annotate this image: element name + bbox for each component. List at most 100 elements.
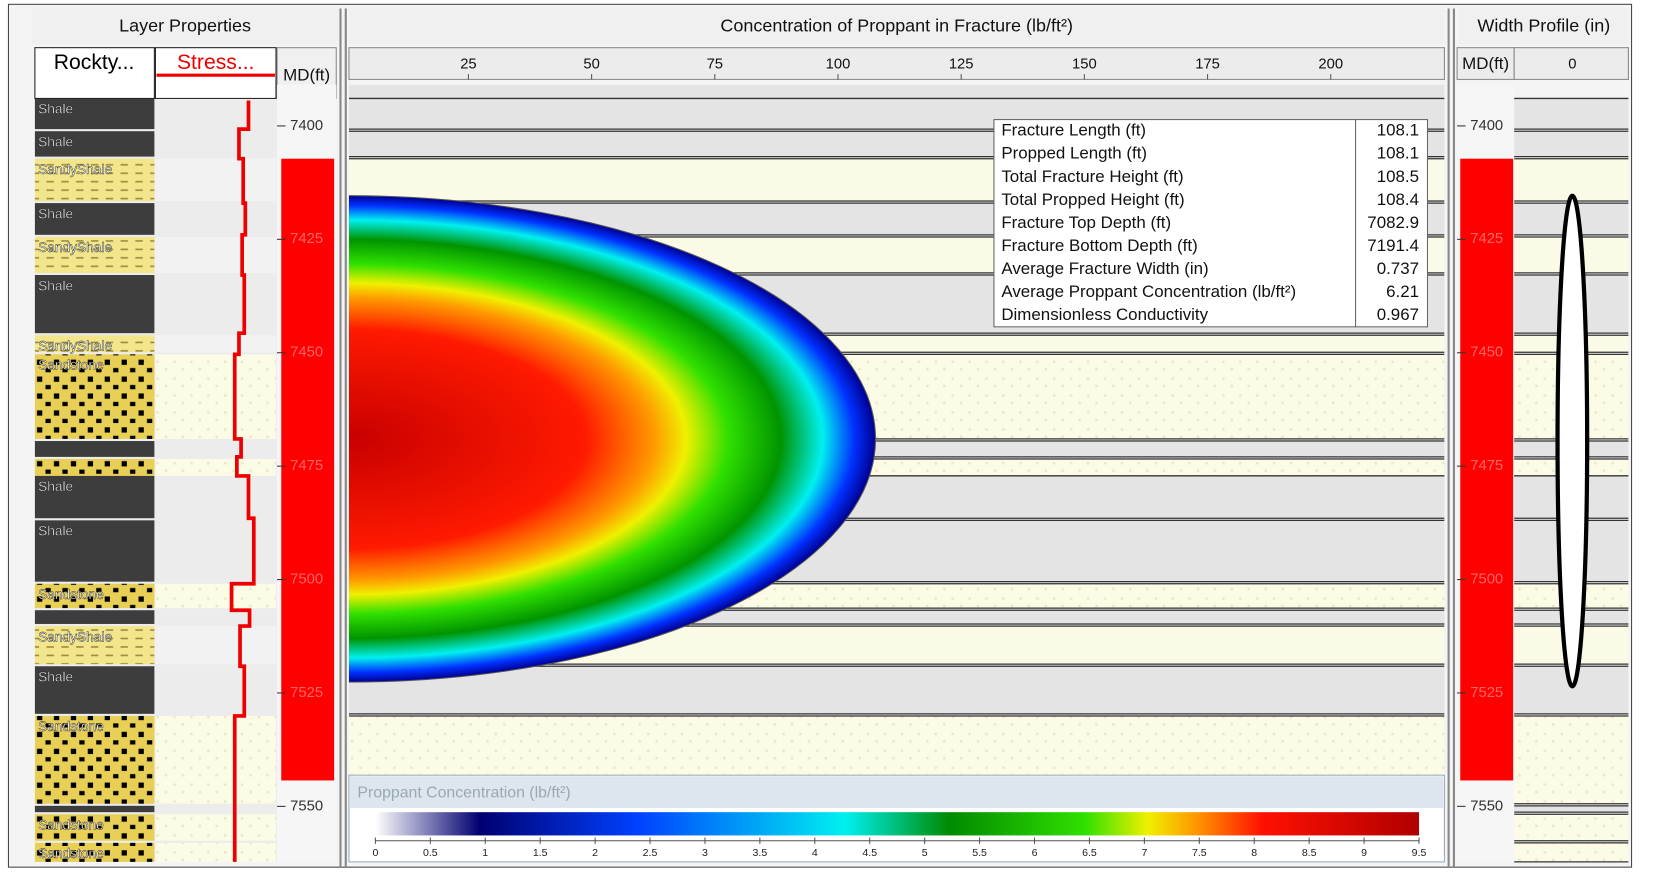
summary-value: 108.1 bbox=[1377, 121, 1419, 140]
stress-layer bbox=[155, 158, 276, 201]
depth-title: MD(ft) bbox=[1462, 54, 1509, 73]
stress-layer bbox=[155, 441, 276, 457]
depth-tick-label: 7550 bbox=[290, 798, 323, 814]
stress-layer bbox=[155, 610, 276, 624]
rock-layer bbox=[34, 158, 155, 201]
layer-column: Shale Shale SandyShale Shale SandyShale Shale… bbox=[34, 84, 278, 862]
depth-tick-label: 7400 bbox=[290, 118, 323, 134]
x-tick-label: 100 bbox=[826, 57, 851, 73]
layer-label: Sandstone bbox=[38, 818, 104, 833]
legend-tick-label: 6 bbox=[1032, 847, 1038, 859]
fracture-interval bbox=[1460, 158, 1514, 781]
legend-tick-label: 5 bbox=[922, 847, 928, 859]
x-tick-label: 150 bbox=[1072, 57, 1097, 73]
depth-tick-label: 7525 bbox=[1470, 685, 1503, 701]
layer-label: SandyShale bbox=[38, 240, 112, 255]
stress-layer bbox=[155, 475, 276, 519]
fracture-concentration bbox=[348, 195, 876, 683]
rock-layer bbox=[34, 610, 155, 624]
stress-layer bbox=[155, 131, 276, 157]
panel-title: Concentration of Proppant in Fracture (l… bbox=[720, 15, 1073, 35]
rock-layer bbox=[34, 441, 155, 457]
layer-label: Sandstone bbox=[38, 719, 104, 734]
legend-tick-label: 0.5 bbox=[423, 847, 438, 859]
stress-curve bbox=[229, 100, 256, 862]
layer-label: Shale bbox=[38, 524, 73, 539]
legend-tick-label: 2 bbox=[592, 847, 598, 859]
summary-label: Dimensionless Conductivity bbox=[1001, 305, 1208, 324]
legend-tick-label: 9 bbox=[1361, 847, 1367, 859]
depth-header bbox=[1456, 47, 1515, 80]
depth-tick-label: 7450 bbox=[290, 345, 323, 361]
layer-label: Sandstone bbox=[38, 846, 104, 861]
depth-tick-label: 7475 bbox=[1470, 458, 1503, 474]
width-layer bbox=[1514, 814, 1629, 841]
summary-value: 108.4 bbox=[1377, 190, 1419, 209]
rock-layer bbox=[34, 715, 155, 804]
legend-tick-label: 4 bbox=[812, 847, 818, 859]
legend-tick-label: 1.5 bbox=[533, 847, 548, 859]
stress-layer bbox=[155, 805, 276, 813]
layer-label: Shale bbox=[38, 278, 73, 293]
stress-layer bbox=[155, 354, 276, 439]
depth-tick-label: 7425 bbox=[290, 231, 323, 247]
summary-value: 108.5 bbox=[1377, 167, 1419, 186]
depth-tick-label: 7450 bbox=[1470, 345, 1503, 361]
column-title: Stress... bbox=[177, 51, 254, 74]
rock-layer bbox=[34, 354, 155, 439]
x-axis-header bbox=[1513, 47, 1629, 80]
plot-layer bbox=[348, 666, 1445, 714]
layer-label: SandyShale bbox=[38, 629, 112, 644]
summary-label: Fracture Bottom Depth (ft) bbox=[1001, 236, 1197, 255]
stress-layer bbox=[155, 459, 276, 476]
summary-label: Average Proppant Concentration (lb/ft²) bbox=[1001, 282, 1296, 301]
depth-tick-label: 7425 bbox=[1470, 231, 1503, 247]
header bbox=[348, 8, 1445, 45]
depth-tick-label: 7500 bbox=[290, 571, 323, 587]
summary-value: 7082.9 bbox=[1367, 213, 1419, 232]
rock-layer bbox=[34, 335, 155, 353]
legend-tick-label: 2.5 bbox=[643, 847, 658, 859]
legend-tick-label: 0 bbox=[372, 847, 378, 859]
column-header bbox=[34, 47, 155, 99]
legend-tick-label: 1 bbox=[482, 847, 488, 859]
width-layer bbox=[1514, 98, 1629, 130]
layer-label: Shale bbox=[38, 134, 73, 149]
stress-layer bbox=[155, 842, 276, 862]
panel-title: Width Profile (in) bbox=[1477, 15, 1610, 35]
legend-tick-label: 8 bbox=[1251, 847, 1257, 859]
summary-label: Fracture Length (ft) bbox=[1001, 121, 1146, 140]
stress-layer bbox=[155, 666, 276, 714]
rock-layer bbox=[34, 459, 155, 476]
width-layer bbox=[1514, 842, 1629, 862]
x-tick-label: 75 bbox=[707, 57, 723, 73]
color-legend: Proppant Concentration (lb/ft²) 0 0.5 1 1.5… bbox=[348, 774, 1445, 863]
panel-title: Layer Properties bbox=[119, 15, 251, 35]
summary-value: 108.1 bbox=[1377, 144, 1419, 163]
rock-layer bbox=[34, 666, 155, 714]
rock-layer bbox=[34, 131, 155, 157]
width-profile bbox=[1555, 193, 1590, 689]
depth-tick-label: 7475 bbox=[290, 458, 323, 474]
stress-layer bbox=[155, 814, 276, 841]
summary-value: 0.967 bbox=[1377, 305, 1419, 324]
depth-tick-label: 7525 bbox=[290, 685, 323, 701]
stress-layer bbox=[155, 583, 276, 609]
rock-layer bbox=[34, 275, 155, 334]
summary-table: Fracture Length (ft) 108.1 Propped Length … bbox=[993, 119, 1429, 328]
legend-tick-label: 7 bbox=[1141, 847, 1147, 859]
summary-value: 6.21 bbox=[1386, 282, 1419, 301]
rock-layer bbox=[34, 236, 155, 273]
header bbox=[1459, 8, 1629, 45]
depth-tick-label: 7550 bbox=[1470, 798, 1503, 814]
x-tick-label: 25 bbox=[460, 57, 476, 73]
column-title: Rockty... bbox=[54, 51, 135, 74]
stress-layer bbox=[155, 98, 276, 130]
header bbox=[31, 8, 339, 45]
rock-layer bbox=[34, 475, 155, 519]
depth-title: MD(ft) bbox=[283, 66, 330, 85]
fracture-interval bbox=[281, 158, 335, 781]
depth-tick-label: 7500 bbox=[1470, 571, 1503, 587]
